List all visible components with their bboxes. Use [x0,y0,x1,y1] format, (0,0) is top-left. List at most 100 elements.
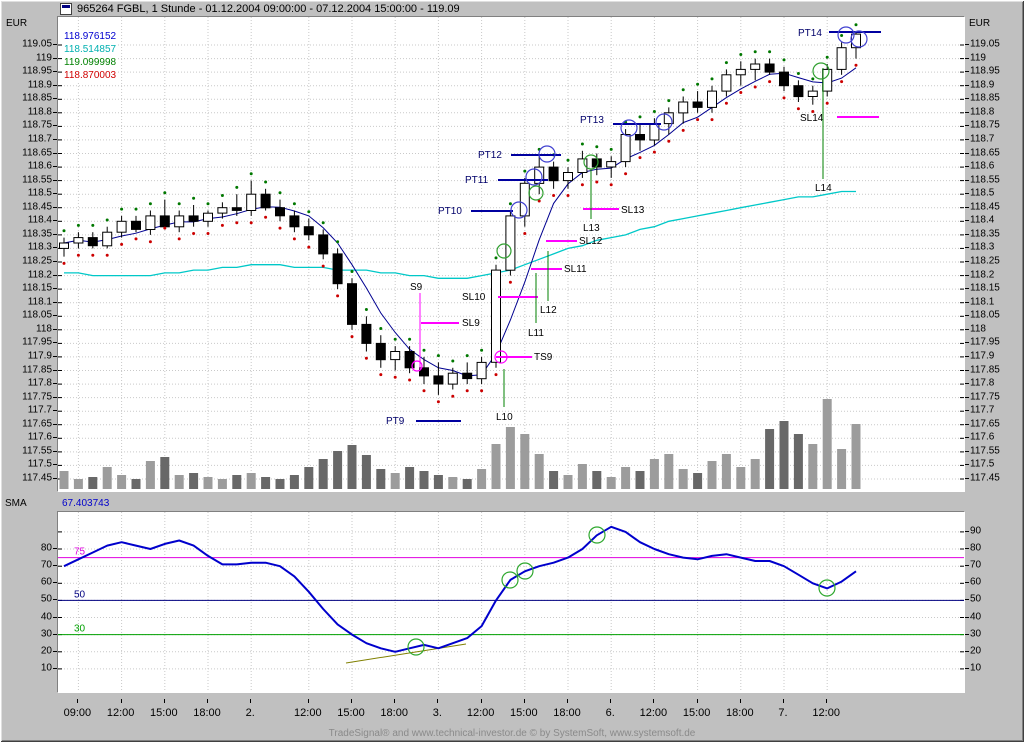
svg-text:PT10: PT10 [438,206,462,217]
price-axis-left: 119.05 119 118.95 118.9 118.85 118.8 118.75 118… [2,16,57,492]
axis-tick-label: 118.95 [22,65,52,77]
price-axis-title-right: EUR [969,18,991,29]
axis-tick-label: 10 [970,662,982,674]
axis-tickmark [53,599,57,601]
svg-text:75: 75 [74,547,86,558]
time-tick-label: 15:00 [510,707,538,719]
axis-tick-label: 118.85 [22,92,52,104]
svg-text:L11: L11 [528,328,544,339]
axis-tickmark [965,667,969,669]
time-tickmark [77,699,79,703]
axis-tick-label: 118 [970,323,986,335]
axis-tickmark [965,71,969,73]
axis-tickmark [965,301,969,303]
axis-tickmark [965,111,969,113]
axis-tickmark [53,84,57,86]
axis-tick-label: 118.4 [970,214,995,226]
axis-tick-label: 117.6 [970,431,995,443]
axis-tickmark [965,152,969,154]
axis-tickmark [965,582,969,584]
axis-tickmark [53,667,57,669]
axis-tick-label: 117.5 [27,458,52,470]
axis-tick-label: 119 [36,52,52,64]
axis-tickmark [53,274,57,276]
time-tickmark [163,699,165,703]
axis-tickmark [53,261,57,262]
axis-tick-label: 70 [970,559,982,571]
axis-tick-label: 118.9 [970,79,995,91]
axis-tick-label: 118.8 [970,106,995,118]
axis-tick-label: 117.9 [27,350,52,362]
axis-tick-label: 118.35 [970,228,1000,240]
axis-tick-label: 117.85 [22,364,52,375]
axis-tickmark [965,138,969,140]
axis-tickmark [965,355,969,357]
axis-tickmark [53,410,57,412]
axis-tick-label: 118.6 [970,160,995,172]
axis-tick-label: 117.75 [22,391,52,403]
axis-tickmark [965,450,969,452]
time-tick-label: 12:00 [294,707,322,719]
time-tickmark [437,699,439,703]
axis-tick-label: 60 [970,576,982,588]
sma-axis-right: 90 80 70 60 50 40 30 20 10 [965,511,1022,693]
axis-tickmark [965,193,969,195]
axis-tick-label: 117.65 [22,418,52,430]
price-legend-value: 118.870003 [62,69,119,82]
title-bar[interactable]: 965264 FGBL, 1 Stunde - 01.12.2004 09:00… [2,2,1022,15]
svg-text:L14: L14 [815,183,832,194]
time-tick-label: 18:00 [193,707,221,719]
svg-text:SL10: SL10 [462,292,486,303]
price-legend-value: 119.099998 [62,56,119,69]
svg-text:SL11: SL11 [564,264,587,275]
price-axis-title-left: EUR [6,18,28,29]
axis-tick-label: 118.3 [970,241,995,253]
footer-credit: TradeSignal® and www.technical-investor.… [328,728,696,739]
svg-text:50: 50 [74,589,86,600]
axis-tickmark [965,206,969,208]
time-tick-label: 6. [605,707,615,719]
time-tick-label: 09:00 [63,707,92,719]
axis-tick-label: 40 [970,611,982,623]
price-legend-value: 118.514857 [62,43,119,56]
axis-tickmark [53,315,57,317]
axis-tick-label: 80 [970,542,982,554]
axis-tick-label: 118.1 [970,296,995,308]
axis-tick-label: 118.5 [970,187,995,199]
axis-tick-label: 118.25 [970,255,1000,267]
axis-tickmark [965,530,969,532]
axis-tickmark [965,478,969,479]
sma-indicator-plot[interactable]: 75 50 30 [57,511,965,693]
axis-tick-label: 80 [40,542,52,554]
time-tickmark [523,699,525,703]
price-chart-plot[interactable]: PT9 PT10 PT11 PT12 PT13 PT14 SL9 SL10 SL11 SL12 SL… [57,16,965,492]
time-tickmark [351,699,352,703]
axis-tickmark [965,220,969,222]
axis-tickmark [53,193,57,195]
axis-tick-label: 30 [970,628,982,640]
price-chart-svg: PT9 PT10 PT11 PT12 PT13 PT14 SL9 SL10 SL11 SL12 SL… [58,17,964,491]
time-tickmark [207,699,208,703]
axis-tick-label: 50 [970,593,982,605]
time-tick-label: 15:00 [337,707,365,719]
axis-tick-label: 117.9 [970,350,995,362]
axis-tick-label: 118.05 [22,309,52,321]
axis-tick-label: 118.7 [27,133,52,145]
axis-tick-label: 40 [40,611,52,623]
price-axis-right: 119.05 119 118.95 118.9 118.85 118.8 118.75 118… [965,16,1022,492]
axis-tickmark [53,301,57,303]
axis-tick-label: 118.9 [27,79,52,91]
axis-tick-label: 118.35 [22,228,52,240]
axis-tickmark [53,220,57,222]
axis-tickmark [53,44,57,45]
window-title: 965264 FGBL, 1 Stunde - 01.12.2004 09:00… [77,2,460,15]
axis-tick-label: 119.05 [22,38,52,50]
axis-tick-label: 118.55 [22,174,52,186]
axis-tick-label: 118.85 [970,92,1000,104]
axis-tick-label: 119 [970,52,986,64]
axis-tick-label: 117.65 [970,418,1000,430]
time-tick-label: 18:00 [553,707,581,719]
time-tick-label: 7. [778,707,788,719]
svg-text:30: 30 [74,624,86,635]
axis-tickmark [53,247,57,249]
